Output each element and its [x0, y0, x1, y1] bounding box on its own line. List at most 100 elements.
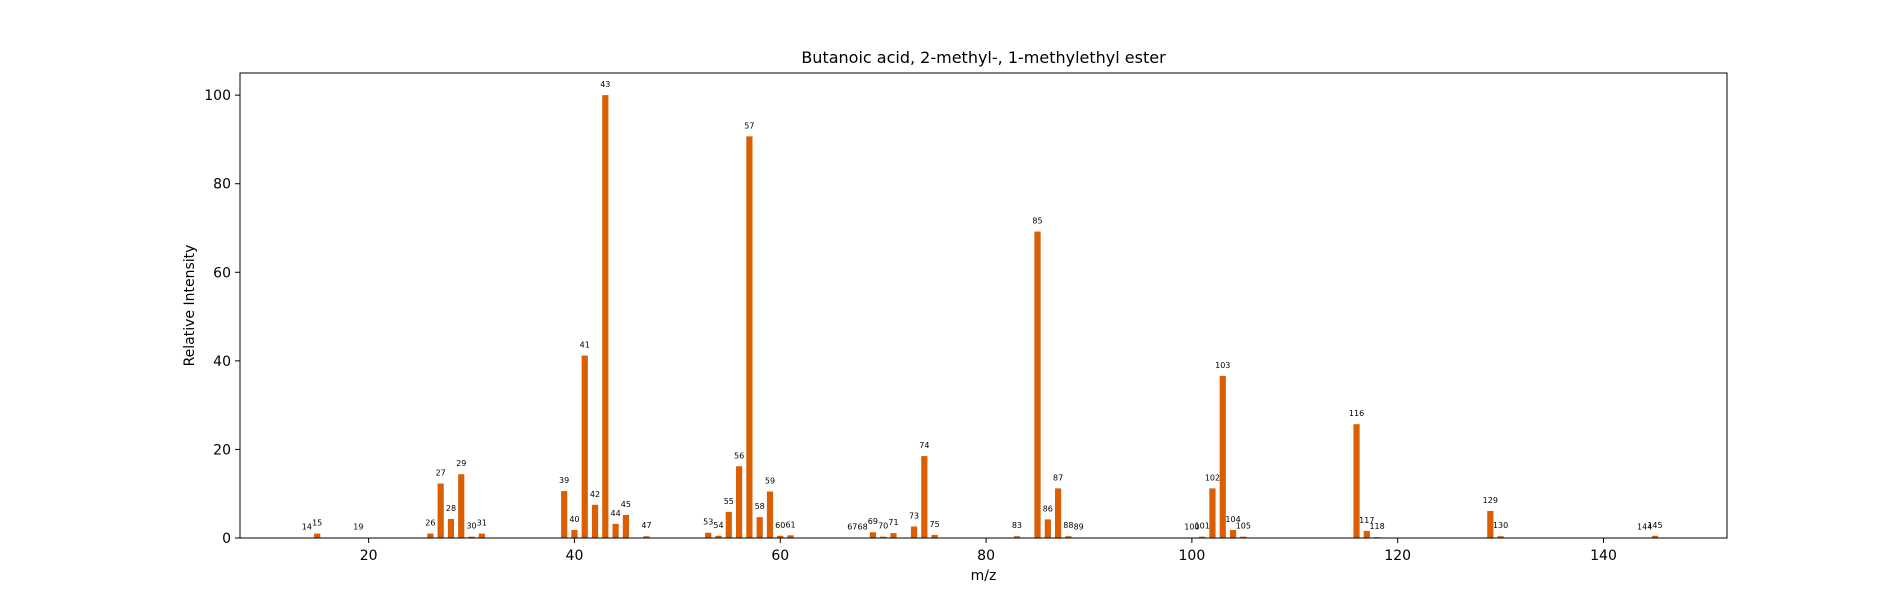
x-tick-label: 60: [771, 548, 789, 564]
bar-label-mz-44: 44: [611, 509, 621, 518]
bar-mz-83: [1013, 536, 1021, 538]
bar-label-mz-53: 53: [703, 518, 713, 527]
bar-label-mz-19: 19: [353, 523, 363, 532]
bar-label-mz-145: 145: [1647, 521, 1662, 530]
x-tick-label: 20: [360, 548, 378, 564]
bar-mz-61: [787, 535, 794, 538]
y-tick-label: 60: [213, 265, 231, 281]
bar-label-mz-130: 130: [1493, 521, 1508, 530]
bar-label-mz-28: 28: [446, 504, 456, 513]
bar-mz-145: [1651, 535, 1659, 538]
bar-mz-40: [571, 530, 578, 538]
bar-mz-15: [314, 533, 321, 538]
bar-label-mz-85: 85: [1032, 217, 1042, 226]
bar-label-mz-61: 61: [785, 520, 795, 529]
bar-label-mz-102: 102: [1205, 473, 1220, 482]
bar-mz-60: [777, 535, 784, 538]
bars-layer: [303, 95, 1659, 539]
bar-mz-26: [427, 533, 434, 538]
x-tick-label: 100: [1179, 548, 1206, 564]
bar-mz-30: [468, 536, 475, 538]
y-tick-label: 100: [204, 88, 231, 104]
bar-label-mz-105: 105: [1236, 522, 1251, 531]
bar-mz-29: [458, 474, 465, 538]
bar-mz-45: [622, 514, 629, 538]
bar-mz-27: [437, 483, 444, 538]
bar-label-mz-47: 47: [641, 521, 651, 530]
bar-label-mz-39: 39: [559, 476, 569, 485]
bar-label-mz-144: 144: [1637, 523, 1652, 532]
bar-mz-44: [612, 523, 619, 538]
bar-label-mz-71: 71: [888, 518, 898, 527]
bar-label-mz-104: 104: [1225, 515, 1240, 524]
y-tick-label: 80: [213, 177, 231, 193]
bar-mz-86: [1044, 519, 1051, 538]
y-axis-label: Relative Intensity: [182, 245, 198, 367]
bar-mz-53: [705, 532, 712, 538]
bar-mz-31: [478, 533, 485, 538]
bar-label-mz-45: 45: [621, 500, 631, 509]
bar-label-mz-27: 27: [436, 469, 446, 478]
bar-label-mz-118: 118: [1369, 522, 1384, 531]
bar-label-mz-40: 40: [569, 515, 579, 524]
x-tick-label: 120: [1384, 548, 1411, 564]
chart-title: Butanoic acid, 2-methyl-, 1-methylethyl …: [801, 48, 1166, 67]
bar-label-mz-75: 75: [930, 520, 940, 529]
x-tick-label: 40: [566, 548, 584, 564]
bar-mz-70: [880, 536, 887, 538]
bar-mz-73: [910, 526, 918, 538]
bar-mz-56: [735, 466, 743, 538]
bar-label-mz-31: 31: [477, 519, 487, 528]
bar-label-mz-88: 88: [1063, 521, 1073, 530]
bar-label-mz-42: 42: [590, 490, 600, 499]
bar-label-mz-59: 59: [765, 477, 775, 486]
bar-mz-101: [1199, 536, 1206, 538]
bar-label-mz-117: 117: [1359, 516, 1374, 525]
plot-frame: [239, 72, 1728, 539]
bar-mz-104: [1229, 530, 1237, 538]
bar-mz-130: [1497, 536, 1504, 538]
bar-mz-58: [756, 517, 763, 538]
bar-label-mz-30: 30: [466, 522, 476, 531]
bar-mz-42: [591, 504, 599, 538]
bar-label-mz-43: 43: [600, 80, 610, 89]
bar-label-mz-116: 116: [1349, 409, 1364, 418]
bar-label-mz-14: 14: [302, 523, 312, 532]
y-axis-ticks: 0 20 40 60 80 100: [204, 88, 240, 547]
bar-mz-116: [1353, 424, 1360, 538]
bar-label-mz-83: 83: [1012, 521, 1022, 530]
bar-mz-57: [746, 136, 753, 539]
bar-label-mz-15: 15: [312, 519, 322, 528]
bar-label-mz-26: 26: [425, 519, 435, 528]
bar-mz-47: [643, 536, 650, 538]
bar-label-mz-69: 69: [868, 517, 878, 526]
bar-label-mz-129: 129: [1483, 496, 1498, 505]
bar-label-mz-101: 101: [1195, 522, 1210, 531]
x-tick-label: 140: [1590, 548, 1617, 564]
bar-mz-117: [1363, 530, 1370, 538]
y-tick-label: 0: [222, 531, 231, 547]
bar-label-mz-70: 70: [878, 522, 888, 531]
bar-label-mz-54: 54: [713, 521, 723, 530]
bar-mz-55: [725, 511, 732, 538]
bar-label-mz-60: 60: [775, 521, 785, 530]
bar-mz-59: [766, 491, 774, 538]
y-tick-label: 40: [213, 354, 231, 370]
bar-mz-71: [890, 533, 897, 538]
bar-label-mz-74: 74: [919, 441, 929, 450]
bar-label-mz-103: 103: [1215, 361, 1230, 370]
bar-label-mz-57: 57: [744, 121, 754, 130]
bar-label-mz-86: 86: [1043, 504, 1053, 513]
bar-label-mz-67: 67: [847, 523, 857, 532]
bar-mz-87: [1055, 488, 1062, 538]
bar-label-mz-89: 89: [1074, 523, 1084, 532]
bar-mz-102: [1209, 488, 1216, 538]
bar-label-mz-87: 87: [1053, 473, 1063, 482]
bar-mz-74: [921, 456, 928, 538]
bar-mz-69: [869, 532, 876, 538]
bar-mz-75: [931, 534, 938, 538]
bar-label-mz-73: 73: [909, 511, 919, 520]
